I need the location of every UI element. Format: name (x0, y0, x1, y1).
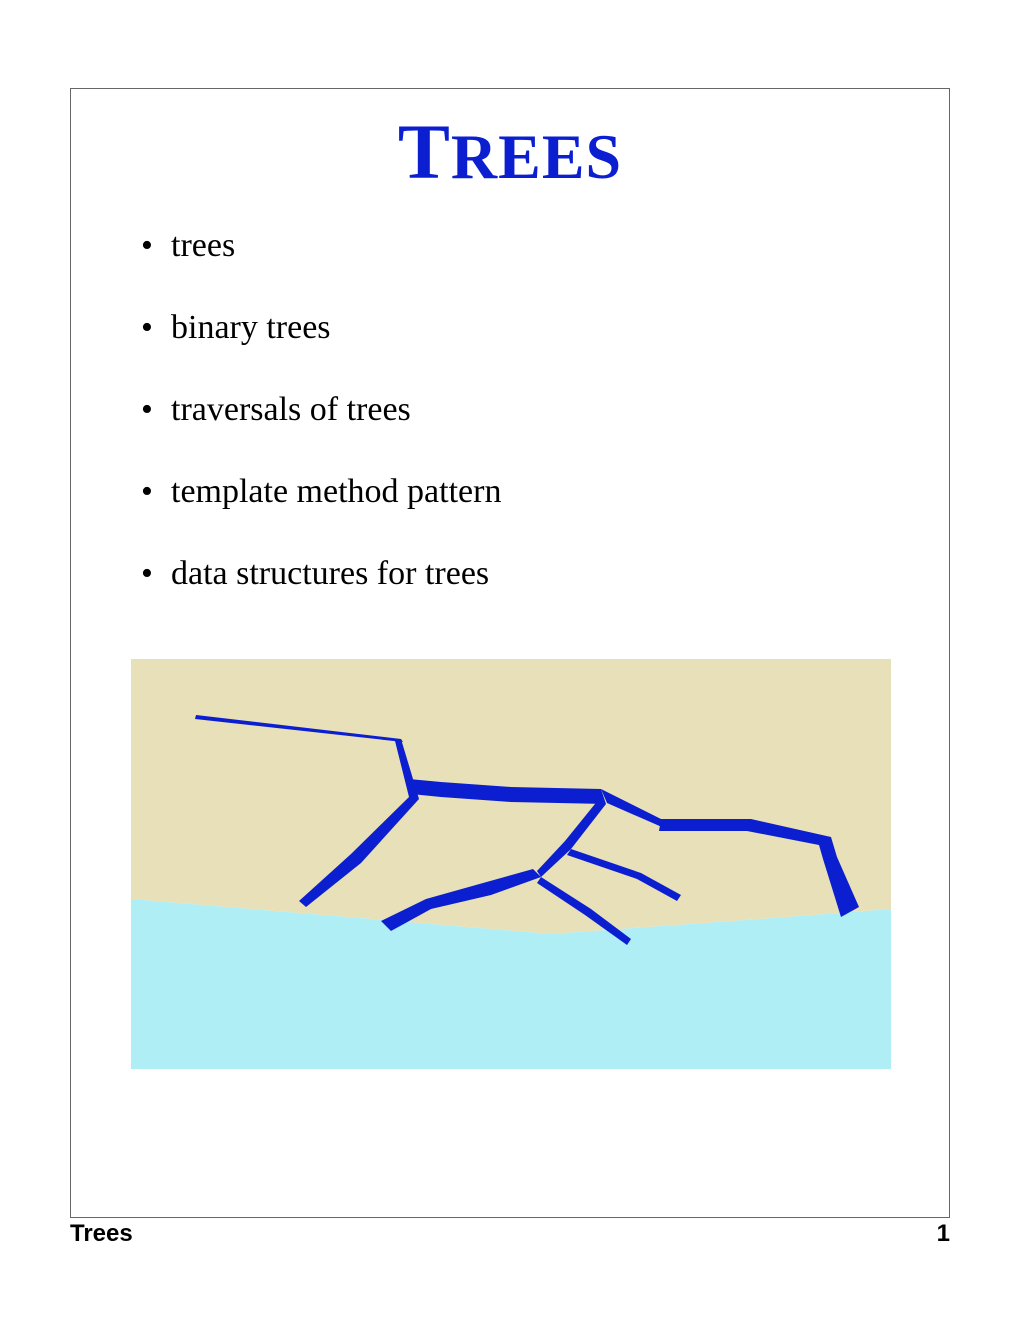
list-item: template method pattern (141, 473, 949, 511)
title-first-letter: T (398, 108, 451, 195)
slide-footer: Trees 1 (70, 1220, 950, 1248)
footer-page-number: 1 (937, 1220, 950, 1248)
list-item: traversals of trees (141, 391, 949, 429)
title-rest: REES (451, 121, 622, 192)
tree-illustration (131, 659, 891, 1069)
list-item: binary trees (141, 309, 949, 347)
list-item: data structures for trees (141, 555, 949, 593)
page-title: TREES (71, 107, 949, 197)
list-item: trees (141, 227, 949, 265)
slide-frame: TREES trees binary trees traversals of t… (70, 88, 950, 1218)
bullet-list: trees binary trees traversals of trees t… (141, 227, 949, 593)
footer-left: Trees (70, 1220, 133, 1248)
